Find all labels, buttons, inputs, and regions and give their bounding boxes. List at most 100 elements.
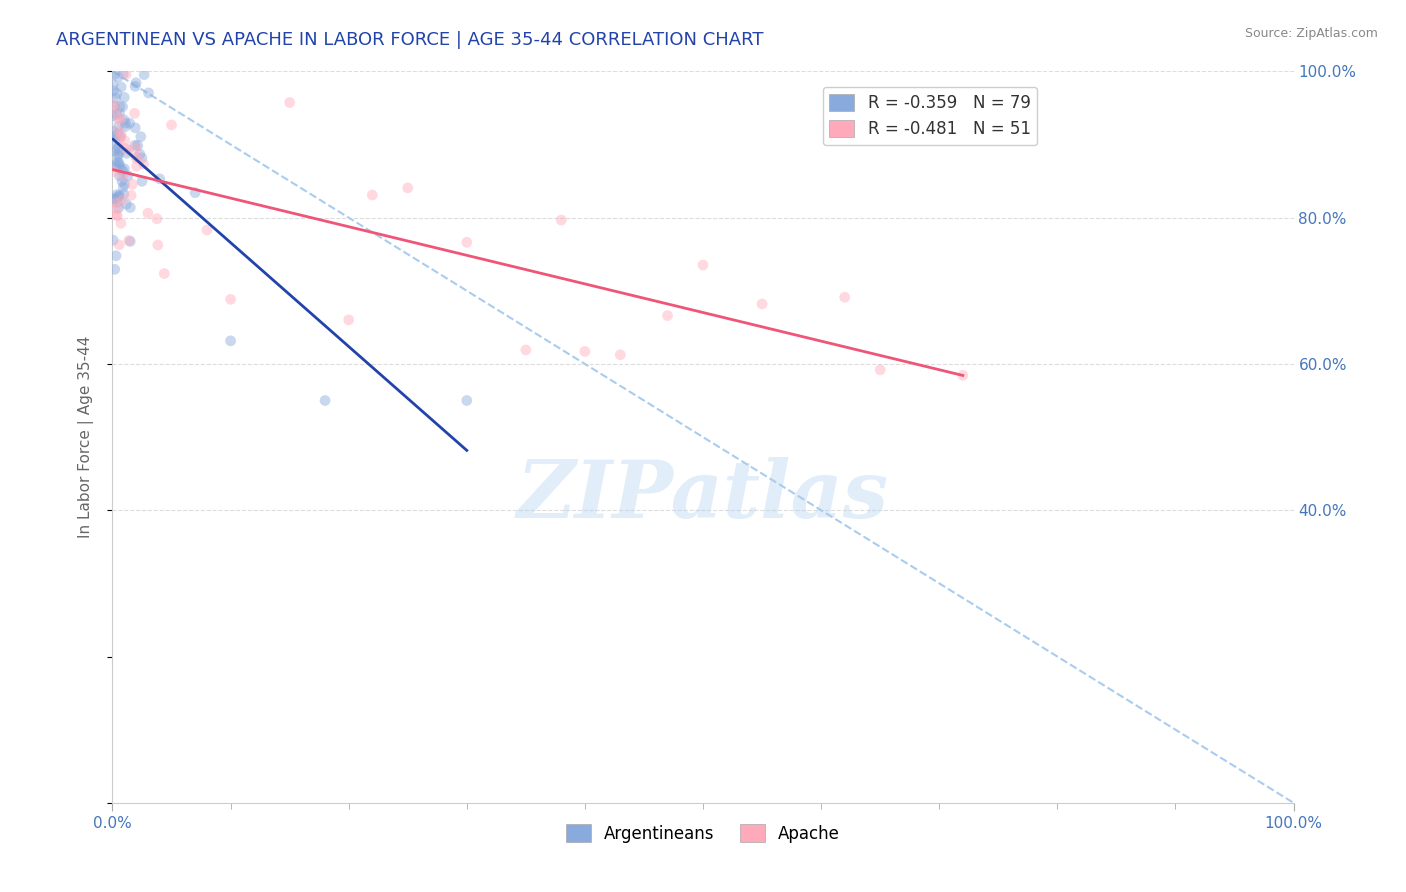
Point [110, 128, 132, 142]
Point [110, 216, 132, 230]
Point [314, 393, 336, 408]
Point [111, 164, 134, 178]
Point [108, 106, 131, 120]
Point [114, 141, 136, 155]
Point [107, 112, 129, 126]
Point [337, 313, 360, 327]
Point [125, 76, 148, 90]
Point [117, 169, 139, 183]
Text: ZIPatlas: ZIPatlas [517, 457, 889, 534]
Point [110, 80, 132, 95]
Point [127, 150, 149, 164]
Point [219, 334, 242, 348]
Point [114, 178, 136, 192]
Point [136, 206, 159, 220]
Point [104, 192, 127, 206]
Point [101, 192, 124, 206]
Point [104, 103, 127, 118]
Point [105, 87, 128, 101]
Point [146, 238, 169, 252]
Point [105, 196, 128, 211]
Point [219, 293, 242, 307]
Point [104, 157, 127, 171]
Point [456, 393, 478, 408]
Point [361, 188, 384, 202]
Point [112, 67, 135, 81]
Point [278, 95, 301, 110]
Point [114, 120, 136, 134]
Point [107, 119, 129, 133]
Point [124, 79, 146, 94]
Point [112, 112, 135, 127]
Point [550, 213, 572, 227]
Point [107, 140, 129, 154]
Point [114, 161, 136, 176]
Point [120, 188, 142, 202]
Point [107, 123, 129, 137]
Text: Source: ZipAtlas.com: Source: ZipAtlas.com [1244, 27, 1378, 40]
Point [120, 201, 142, 215]
Point [107, 201, 129, 215]
Point [115, 146, 138, 161]
Point [103, 60, 125, 74]
Point [121, 178, 143, 192]
Point [112, 187, 135, 202]
Point [108, 189, 131, 203]
Point [153, 267, 176, 281]
Point [396, 181, 419, 195]
Point [101, 78, 124, 92]
Point [751, 297, 773, 311]
Point [101, 233, 124, 247]
Point [609, 348, 631, 362]
Point [104, 262, 127, 277]
Point [952, 368, 974, 383]
Point [105, 187, 128, 202]
Point [107, 142, 129, 156]
Point [129, 129, 152, 144]
Point [138, 86, 160, 100]
Point [131, 174, 153, 188]
Point [160, 118, 183, 132]
Point [134, 68, 156, 82]
Point [574, 344, 596, 359]
Point [184, 186, 207, 200]
Point [115, 197, 138, 211]
Point [108, 99, 131, 113]
Point [111, 193, 134, 207]
Point [110, 112, 132, 127]
Point [657, 309, 679, 323]
Point [869, 363, 891, 377]
Point [692, 258, 714, 272]
Point [105, 209, 128, 223]
Point [107, 147, 129, 161]
Point [107, 127, 129, 141]
Point [107, 70, 129, 84]
Legend: Argentineans, Apache: Argentineans, Apache [560, 818, 846, 849]
Point [127, 138, 149, 153]
Point [124, 138, 146, 153]
Text: ARGENTINEAN VS APACHE IN LABOR FORCE | AGE 35-44 CORRELATION CHART: ARGENTINEAN VS APACHE IN LABOR FORCE | A… [56, 31, 763, 49]
Point [112, 169, 135, 183]
Point [108, 188, 131, 202]
Point [110, 162, 132, 177]
Point [104, 144, 127, 158]
Point [104, 160, 127, 174]
Point [107, 51, 129, 65]
Point [103, 129, 125, 144]
Point [103, 164, 125, 178]
Point [107, 149, 129, 163]
Point [112, 180, 135, 194]
Point [515, 343, 537, 357]
Point [125, 151, 148, 165]
Point [132, 157, 155, 171]
Point [111, 174, 134, 188]
Point [103, 99, 125, 113]
Point [124, 106, 146, 120]
Point [131, 151, 153, 165]
Point [107, 155, 129, 169]
Point [105, 208, 128, 222]
Point [108, 237, 131, 252]
Point [114, 116, 136, 130]
Point [456, 235, 478, 250]
Point [104, 134, 127, 148]
